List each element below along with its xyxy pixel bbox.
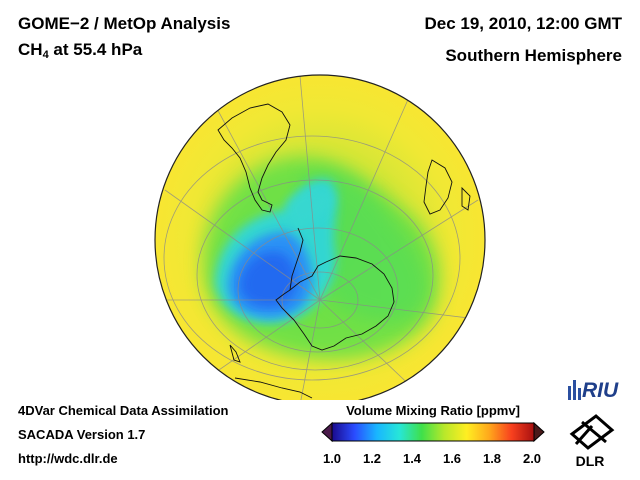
product-title: GOME−2 / MetOp Analysis xyxy=(18,14,231,33)
colorbar-bar xyxy=(331,422,535,442)
riu-logo-text: RIU xyxy=(582,379,619,402)
footer-url[interactable]: http://wdc.dlr.de xyxy=(18,451,118,466)
globe-map xyxy=(154,74,486,400)
pressure-level: at 55.4 hPa xyxy=(48,40,143,59)
hemisphere-label: Southern Hemisphere xyxy=(445,46,622,65)
riu-logo: RIU xyxy=(568,379,619,402)
graticule xyxy=(156,75,485,400)
species-name: CH xyxy=(18,40,43,59)
footer-method: 4DVar Chemical Data Assimilation xyxy=(18,403,229,418)
coastlines xyxy=(205,103,471,399)
dlr-emblem-icon xyxy=(569,414,615,450)
colorbar-tick: 1.8 xyxy=(482,451,502,466)
globe-outline xyxy=(154,74,486,400)
species-subscript: 4 xyxy=(42,49,49,61)
colorbar-under-arrow xyxy=(321,421,333,443)
colorbar-over-arrow xyxy=(533,421,545,443)
datetime-label: Dec 19, 2010, 12:00 GMT xyxy=(424,14,622,33)
colorbar xyxy=(321,421,545,443)
colorbar-tick: 1.2 xyxy=(362,451,382,466)
species-title: CH4 at 55.4 hPa xyxy=(18,40,142,61)
dlr-logo-text: DLR xyxy=(576,453,605,469)
colorbar-tick: 2.0 xyxy=(522,451,542,466)
field-layer xyxy=(155,75,485,400)
footer-version: SACADA Version 1.7 xyxy=(18,427,146,442)
colorbar-title: Volume Mixing Ratio [ppmv] xyxy=(346,403,520,418)
colorbar-tick: 1.6 xyxy=(442,451,462,466)
colorbar-tick: 1.0 xyxy=(322,451,342,466)
dlr-logo: DLR xyxy=(569,414,615,469)
colorbar-tick: 1.4 xyxy=(402,451,422,466)
